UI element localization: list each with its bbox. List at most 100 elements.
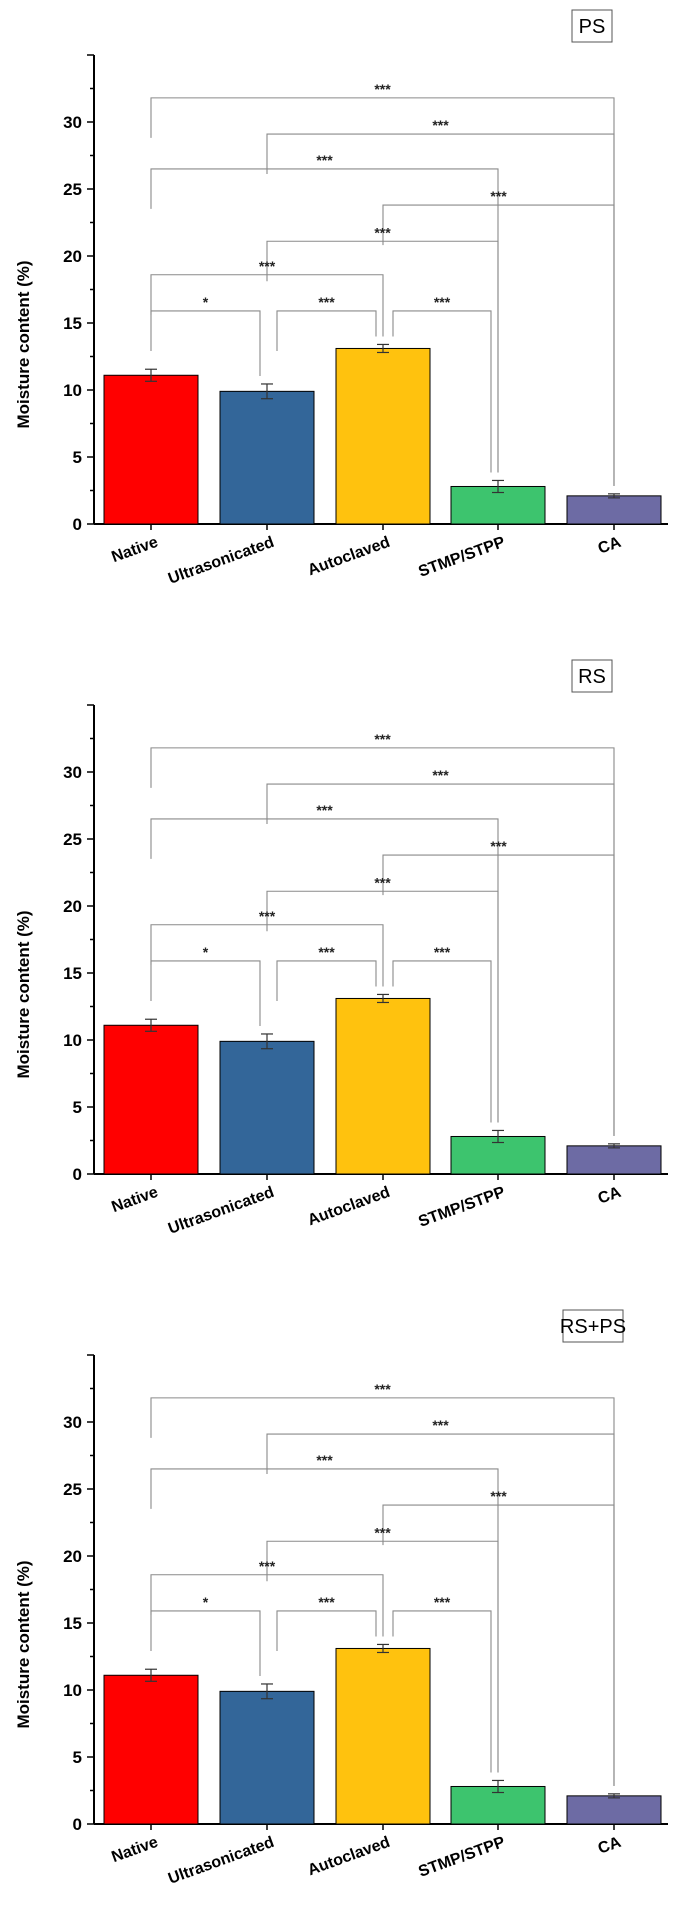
chart-panel-2: RS 0 5 10 15 20 25 30 Moisture content (%) Native… — [14, 659, 668, 1238]
panel-label: RS+PS — [560, 1316, 626, 1338]
error-bar — [261, 1683, 273, 1700]
significance-bracket: *** — [266, 1524, 499, 1773]
significance-bracket: *** — [150, 1452, 499, 1773]
significance-bracket: * — [150, 294, 261, 376]
y-tick-label: 5 — [73, 1098, 82, 1117]
significance-label: *** — [434, 1594, 451, 1610]
significance-label: *** — [374, 81, 391, 97]
significance-bracket: *** — [150, 152, 499, 473]
x-tick-label: Autoclaved — [306, 1184, 393, 1229]
x-tick-label: CA — [596, 1184, 624, 1208]
x-tick-label: Ultrasonicated — [166, 534, 276, 588]
x-tick-label: CA — [596, 534, 624, 558]
significance-label: *** — [316, 152, 333, 168]
chart-panel-1: PS 0 5 10 15 20 25 30 Moisture content (%) Native… — [14, 9, 668, 588]
significance-label: *** — [259, 1558, 276, 1574]
bar-ultrasonicated — [219, 1690, 315, 1825]
y-tick-label: 15 — [63, 314, 82, 333]
significance-label: *** — [432, 767, 449, 783]
y-tick-label: 25 — [63, 830, 82, 849]
error-bar — [492, 1779, 504, 1794]
x-tick-label: Autoclaved — [306, 534, 393, 579]
y-tick-label: 10 — [63, 1031, 82, 1050]
significance-bracket: *** — [276, 944, 377, 1001]
panel-label: PS — [579, 16, 606, 38]
y-tick-label: 20 — [63, 897, 82, 916]
significance-bracket: * — [150, 1594, 261, 1676]
error-bar — [492, 1129, 504, 1144]
bar-ultrasonicated — [219, 1040, 315, 1175]
bar-ca — [566, 1145, 662, 1175]
y-tick-label: 15 — [63, 1614, 82, 1633]
significance-label: *** — [374, 1381, 391, 1397]
x-tick-label: Ultrasonicated — [166, 1184, 276, 1238]
significance-label: *** — [374, 874, 391, 890]
error-bar — [608, 1793, 620, 1799]
y-tick-label: 25 — [63, 180, 82, 199]
error-bar — [492, 479, 504, 494]
significance-bracket: *** — [392, 294, 492, 473]
x-tick-label: CA — [596, 1834, 624, 1858]
significance-bracket: *** — [382, 188, 615, 486]
panel-tag-box — [571, 659, 613, 693]
significance-bracket: *** — [382, 838, 615, 1136]
significance-bracket: *** — [150, 908, 384, 987]
significance-label: * — [203, 1594, 209, 1610]
significance-bracket: *** — [276, 294, 377, 351]
y-tick-label: 30 — [63, 1413, 82, 1432]
x-tick-label: STMP/STPP — [416, 1184, 507, 1231]
y-tick-label: 0 — [73, 515, 82, 534]
significance-label: * — [203, 944, 209, 960]
x-tick-label: STMP/STPP — [416, 534, 507, 581]
significance-bracket: *** — [150, 258, 384, 337]
significance-label: *** — [490, 838, 507, 854]
bar-autoclaved — [335, 997, 431, 1175]
x-tick-label: STMP/STPP — [416, 1834, 507, 1881]
significance-bracket: *** — [382, 1488, 615, 1786]
x-tick-label: Native — [109, 1184, 160, 1216]
significance-label: *** — [318, 1594, 335, 1610]
x-tick-label: Autoclaved — [306, 1834, 393, 1879]
x-tick-label: Native — [109, 534, 160, 566]
error-bar — [145, 368, 157, 382]
significance-label: *** — [259, 908, 276, 924]
y-tick-label: 20 — [63, 1547, 82, 1566]
error-bar — [145, 1018, 157, 1032]
bar-native — [103, 1674, 199, 1825]
chart-panel-3: RS+PS 0 5 10 15 20 25 30 Moisture content (%) Nat… — [14, 1309, 668, 1888]
significance-bracket: *** — [266, 874, 499, 1123]
significance-label: *** — [490, 188, 507, 204]
y-tick-label: 10 — [63, 1681, 82, 1700]
error-bar — [608, 493, 620, 499]
significance-bracket: *** — [276, 1594, 377, 1651]
y-axis-label: Moisture content (%) — [14, 910, 33, 1078]
error-bar — [145, 1668, 157, 1682]
significance-label: *** — [434, 944, 451, 960]
significance-label: *** — [432, 117, 449, 133]
y-tick-label: 5 — [73, 1748, 82, 1767]
significance-bracket: * — [150, 944, 261, 1026]
significance-label: *** — [318, 944, 335, 960]
significance-label: *** — [374, 1524, 391, 1540]
significance-bracket: *** — [266, 224, 499, 473]
bar-ultrasonicated — [219, 390, 315, 525]
error-bar — [261, 383, 273, 400]
significance-label: * — [203, 294, 209, 310]
y-tick-label: 0 — [73, 1815, 82, 1834]
y-axis-label: Moisture content (%) — [14, 260, 33, 428]
significance-label: *** — [318, 294, 335, 310]
significance-label: *** — [374, 731, 391, 747]
significance-label: *** — [316, 802, 333, 818]
y-axis-label: Moisture content (%) — [14, 1560, 33, 1728]
y-tick-label: 25 — [63, 1480, 82, 1499]
error-bar — [377, 343, 389, 354]
significance-bracket: *** — [150, 802, 499, 1123]
error-bar — [377, 993, 389, 1004]
significance-bracket: *** — [392, 1594, 492, 1773]
y-tick-label: 30 — [63, 113, 82, 132]
bar-ca — [566, 1795, 662, 1825]
y-tick-label: 30 — [63, 763, 82, 782]
significance-label: *** — [374, 224, 391, 240]
significance-label: *** — [316, 1452, 333, 1468]
panel-tag-box — [571, 9, 613, 43]
